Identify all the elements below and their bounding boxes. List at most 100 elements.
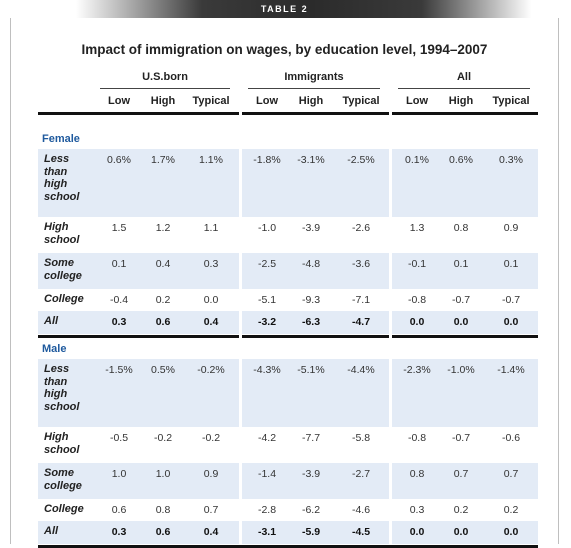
table-cell: 1.2 (155, 222, 171, 234)
table-cell: -1.8% (253, 154, 281, 166)
table-title: Impact of immigration on wages, by educa… (81, 42, 488, 57)
table-cell: -6.2 (301, 504, 321, 516)
group-separator (389, 110, 392, 544)
table-cell: 0.9 (203, 468, 219, 480)
table-cell: -1.0% (447, 364, 475, 376)
table-cell: -4.7 (351, 316, 371, 328)
column-header: Low (256, 95, 278, 107)
row-band (38, 359, 538, 427)
table-cell: 0.0 (503, 526, 519, 538)
table-cell: -0.4 (109, 294, 129, 306)
table-cell: -4.2 (257, 432, 277, 444)
table-tag: TABLE 2 (10, 0, 559, 18)
row-band (38, 253, 538, 289)
table-cell: -0.7 (451, 432, 471, 444)
table-cell: -1.4 (257, 468, 277, 480)
table-cell: -0.7 (451, 294, 471, 306)
table-cell: -4.4% (347, 364, 375, 376)
section-label: Female (42, 133, 80, 145)
row-band (38, 311, 538, 334)
table-cell: 0.6 (111, 504, 127, 516)
table-cell: 0.6 (155, 526, 171, 538)
table-cell: 0.8 (453, 222, 469, 234)
group-header: All (456, 71, 472, 83)
row-label: Some college (44, 467, 82, 492)
table-cell: -3.2 (257, 316, 277, 328)
table-cell: -0.8 (407, 294, 427, 306)
row-label: Less than high school (44, 363, 80, 413)
table-cell: -3.9 (301, 222, 321, 234)
table-cell: 0.0 (503, 316, 519, 328)
column-header: Typical (492, 95, 530, 107)
table-cell: 1.1% (199, 154, 223, 166)
table-cell: 1.1 (203, 222, 219, 234)
table-cell: -2.8 (257, 504, 277, 516)
table-cell: -4.8 (301, 258, 321, 270)
section-label: Male (42, 343, 67, 355)
table-cell: -1.4% (497, 364, 525, 376)
table-cell: 0.3 (409, 504, 425, 516)
section-rule (38, 335, 538, 338)
table-cell: -2.5% (347, 154, 375, 166)
header-rule (38, 112, 538, 115)
table-cell: 1.7% (151, 154, 175, 166)
table-cell: -0.5 (109, 432, 129, 444)
column-header: Low (406, 95, 428, 107)
table-cell: -0.8 (407, 432, 427, 444)
table-cell: -3.6 (351, 258, 371, 270)
table-cell: 0.2 (453, 504, 469, 516)
row-label: All (44, 525, 59, 537)
table-cell: -0.1 (407, 258, 427, 270)
table-cell: 0.6 (155, 316, 171, 328)
row-label: High school (44, 431, 80, 456)
table-cell: -4.3% (253, 364, 281, 376)
row-label: College (44, 293, 84, 305)
table-cell: 0.1% (405, 154, 429, 166)
table-cell: 0.9 (503, 222, 519, 234)
table-cell: -3.9 (301, 468, 321, 480)
table-cell: -5.1% (297, 364, 325, 376)
column-header: High (298, 95, 324, 107)
table-cell: -5.8 (351, 432, 371, 444)
table-cell: 0.6% (107, 154, 131, 166)
table-cell: 0.0 (409, 316, 425, 328)
column-header: Low (108, 95, 130, 107)
table-cell: -1.5% (105, 364, 133, 376)
table-cell: -0.2% (197, 364, 225, 376)
table-cell: 0.8 (409, 468, 425, 480)
row-band (38, 149, 538, 217)
table-cell: 1.3 (409, 222, 425, 234)
table-cell: 0.0 (203, 294, 219, 306)
table-cell: 0.7 (503, 468, 519, 480)
row-label: All (44, 315, 59, 327)
table-cell: -5.1 (257, 294, 277, 306)
table-cell: 0.0 (453, 526, 469, 538)
group-separator (239, 110, 242, 544)
table-cell: -7.1 (351, 294, 371, 306)
column-header: Typical (342, 95, 380, 107)
column-header: High (150, 95, 176, 107)
table-cell: 0.0 (409, 526, 425, 538)
row-label: Less than high school (44, 153, 80, 203)
group-header: Immigrants (284, 71, 344, 83)
table-cell: 0.3 (203, 258, 219, 270)
group-rule (248, 88, 380, 89)
table-cell: 0.3 (111, 316, 127, 328)
table-cell: -5.9 (301, 526, 321, 538)
table-cell: -0.7 (501, 294, 521, 306)
table-cell: 0.1 (503, 258, 519, 270)
table-cell: -2.7 (351, 468, 371, 480)
table-frame (10, 0, 559, 544)
table-cell: -2.5 (257, 258, 277, 270)
table-cell: -0.2 (153, 432, 173, 444)
table-cell: 0.1 (453, 258, 469, 270)
table-cell: -2.6 (351, 222, 371, 234)
column-header: Typical (192, 95, 230, 107)
table-cell: 0.4 (203, 316, 219, 328)
table-cell: -3.1% (297, 154, 325, 166)
table-cell: 0.5% (151, 364, 175, 376)
table-cell: 0.0 (453, 316, 469, 328)
table-cell: -3.1 (257, 526, 277, 538)
table-cell: 0.4 (203, 526, 219, 538)
table-cell: -0.2 (201, 432, 221, 444)
